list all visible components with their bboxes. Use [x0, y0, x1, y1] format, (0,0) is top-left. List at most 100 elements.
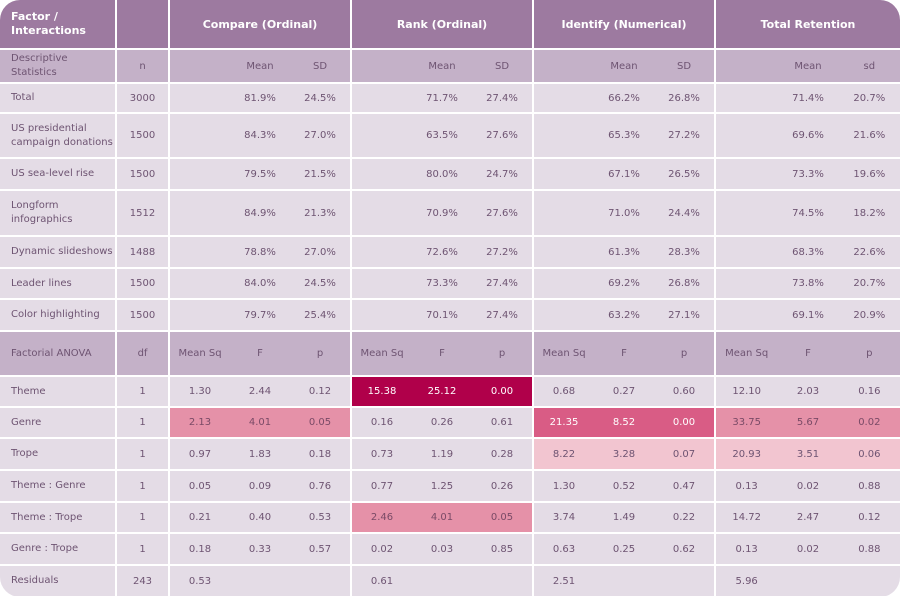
value-cell: 0.02 [370, 543, 394, 555]
value-cell: 74.5% [792, 207, 824, 219]
group-cell: 20.93 3.51 0.06 [716, 439, 900, 469]
value-cell: 0.27 [612, 386, 636, 397]
value-cell: 65.3% [608, 130, 640, 141]
value-cell: 81.9% [244, 92, 276, 104]
value-cell: p [866, 348, 873, 359]
group-cell: 1.30 0.52 0.47 [534, 471, 714, 501]
group-cell: 74.5% 18.2% [716, 191, 900, 235]
value-cell: 78.8% [244, 246, 276, 258]
row-n: 1 [117, 471, 168, 501]
value-cell: 26.8% [668, 92, 700, 104]
value-cell: 27.4% [486, 92, 518, 104]
value-cell: 27.6% [486, 130, 518, 141]
descriptive-row: Dynamic slideshows 1488 78.8% 27.0% 72.6% 27.… [0, 237, 900, 267]
value-cell: 0.68 [552, 386, 576, 397]
group-cell: 79.5% 21.5% [170, 159, 350, 189]
value-cell: 0.47 [672, 480, 696, 492]
row-label: Theme : Trope [0, 503, 115, 532]
descriptive-row: Color highlighting 1500 79.7% 25.4% 70.1% 27.… [0, 300, 900, 330]
group-cell: 2.46 4.01 0.05 [352, 503, 532, 532]
row-label: Trope [0, 439, 115, 469]
anova-row: Theme : Genre 1 0.05 0.09 0.76 0.77 1.25 0.26 1.… [0, 471, 900, 501]
value-cell: 21.35 [549, 417, 579, 428]
value-cell: 1.19 [430, 448, 454, 460]
value-cell: 18.2% [853, 207, 886, 219]
value-cell: 0.16 [370, 417, 394, 428]
group-cell: 69.6% 21.6% [716, 114, 900, 157]
descriptive-row: US presidential campaign donations 1500 84… [0, 114, 900, 157]
value-cell: 0.06 [858, 448, 881, 460]
value-cell: 2.44 [248, 386, 272, 397]
value-cell: sd [863, 60, 876, 72]
group-cell: 12.10 2.03 0.16 [716, 377, 900, 406]
value-cell: p [680, 348, 688, 359]
value-cell: 67.1% [608, 168, 640, 180]
value-cell: 21.6% [853, 130, 886, 141]
value-cell: 8.52 [612, 417, 636, 428]
value-cell: 0.40 [248, 512, 272, 523]
row-label: Genre [0, 408, 115, 437]
value-cell: 84.9% [244, 207, 276, 219]
value-cell: 70.1% [426, 309, 458, 321]
value-cell: 0.13 [735, 480, 758, 492]
value-cell: 27.2% [486, 246, 518, 258]
row-n: 1 [117, 377, 168, 406]
value-cell: 33.75 [732, 417, 761, 428]
value-cell: 2.13 [188, 417, 212, 428]
group-cell: 70.1% 27.4% [352, 300, 532, 330]
value-cell: 1.25 [430, 480, 454, 492]
value-cell: 0.85 [490, 543, 514, 555]
value-cell: 71.4% [792, 92, 824, 104]
group-cell: 63.5% 27.6% [352, 114, 532, 157]
value-cell: 26.8% [668, 278, 700, 289]
group-cell: 69.1% 20.9% [716, 300, 900, 330]
value-cell: 24.5% [304, 92, 336, 104]
value-cell: 20.93 [732, 448, 761, 460]
value-cell: 24.4% [668, 207, 700, 219]
group-cell: 0.18 0.33 0.57 [170, 534, 350, 564]
row-label: Residuals [0, 566, 115, 596]
group-cell: 65.3% 27.2% [534, 114, 714, 157]
group-cell: 0.05 0.09 0.76 [170, 471, 350, 501]
group-cell: 84.3% 27.0% [170, 114, 350, 157]
descriptive-header-row: Descriptive Statistics n Mean SD Mean SD Mean S… [0, 50, 900, 82]
value-cell: 12.10 [732, 386, 761, 397]
group-cell: 69.2% 26.8% [534, 269, 714, 298]
value-cell: 20.7% [853, 92, 886, 104]
group-cell: 0.13 0.02 0.88 [716, 471, 900, 501]
row-n: 1 [117, 439, 168, 469]
row-label: Longform infographics [0, 191, 115, 235]
group-cell: 71.4% 20.7% [716, 84, 900, 112]
value-cell: 73.8% [792, 278, 824, 289]
value-cell: 0.76 [308, 480, 332, 492]
group-cell: 3.74 1.49 0.22 [534, 503, 714, 532]
group-header-compare: Compare (Ordinal) [170, 0, 350, 48]
group-cell: 21.35 8.52 0.00 [534, 408, 714, 437]
value-cell: 0.12 [858, 512, 881, 523]
group-cell: 0.61 [352, 566, 532, 596]
row-label: Leader lines [0, 269, 115, 298]
row-label: Factorial ANOVA [0, 332, 115, 375]
value-cell: 1.83 [248, 448, 272, 460]
value-cell: 0.26 [430, 417, 454, 428]
row-label: Theme : Genre [0, 471, 115, 501]
anova-row: Theme 1 1.30 2.44 0.12 15.38 25.12 0.00 0.68 0.27… [0, 377, 900, 406]
value-cell: F [257, 348, 263, 359]
value-cell: 2.51 [552, 575, 576, 587]
value-cell: 0.12 [308, 386, 332, 397]
value-cell: 21.5% [304, 168, 336, 180]
group-cell: 5.96 [716, 566, 900, 596]
value-cell: 27.6% [486, 207, 518, 219]
value-cell: Mean [794, 60, 822, 72]
value-cell: 27.4% [486, 278, 518, 289]
value-cell: F [805, 348, 811, 359]
group-cell: 8.22 3.28 0.07 [534, 439, 714, 469]
row-label: Genre : Trope [0, 534, 115, 564]
value-cell: 0.62 [672, 543, 696, 555]
group-cell: Mean sd [716, 50, 900, 82]
value-cell: Mean Sq [725, 348, 769, 359]
value-cell: 0.60 [672, 386, 696, 397]
